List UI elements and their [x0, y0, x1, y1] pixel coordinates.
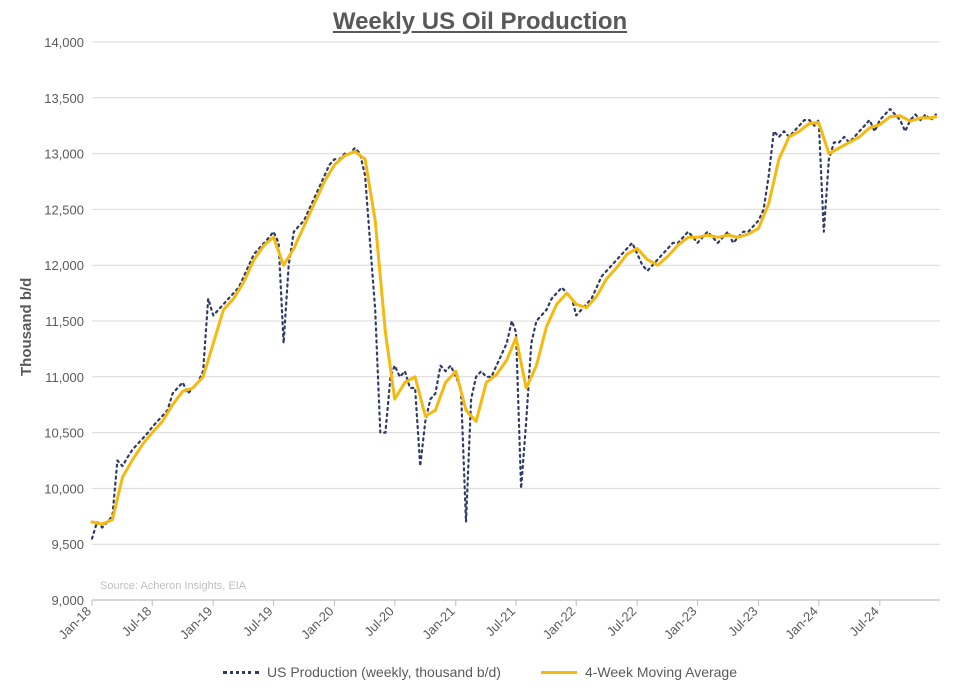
x-tick-label: Jul-19	[240, 604, 276, 640]
y-tick-label: 13,000	[44, 147, 84, 162]
y-tick-label: 11,000	[45, 370, 84, 385]
x-tick-label: Jul-21	[482, 604, 518, 640]
y-tick-label: 11,500	[45, 314, 84, 329]
x-tick-label: Jul-20	[361, 604, 397, 640]
x-tick-label: Jul-18	[119, 604, 155, 640]
legend-swatch	[223, 671, 259, 674]
chart-container: Weekly US Oil Production Thousand b/d 9,…	[0, 0, 960, 700]
legend-swatch	[541, 671, 577, 674]
y-tick-label: 9,500	[51, 537, 84, 552]
legend-item: 4-Week Moving Average	[541, 664, 737, 680]
x-tick-label: Jan-21	[419, 604, 458, 643]
y-tick-label: 14,000	[44, 35, 84, 50]
x-tick-label: Jan-22	[540, 604, 579, 643]
legend: US Production (weekly, thousand b/d) 4-We…	[0, 664, 960, 680]
y-tick-label: 12,500	[44, 202, 84, 217]
y-tick-label: 9,000	[51, 593, 84, 608]
legend-label: US Production (weekly, thousand b/d)	[267, 664, 501, 680]
x-tick-label: Jan-19	[177, 604, 216, 643]
y-tick-label: 13,500	[44, 91, 84, 106]
x-tick-label: Jul-23	[725, 604, 761, 640]
legend-item: US Production (weekly, thousand b/d)	[223, 664, 501, 680]
y-tick-label: 10,000	[44, 481, 84, 496]
x-tick-label: Jul-22	[604, 604, 640, 640]
y-tick-label: 12,000	[44, 258, 84, 273]
source-attribution: Source: Acheron Insights, EIA	[100, 580, 246, 592]
y-tick-label: 10,500	[44, 426, 84, 441]
series-line	[92, 116, 936, 524]
x-tick-label: Jan-20	[298, 604, 337, 643]
chart-svg: 9,000 9,500 10,000 10,500 11,000 11,500 12,000…	[0, 0, 960, 700]
x-tick-label: Jan-24	[782, 604, 821, 643]
legend-label: 4-Week Moving Average	[585, 664, 737, 680]
x-tick-label: Jan-18	[55, 604, 94, 643]
x-tick-label: Jul-24	[846, 604, 882, 640]
x-tick-label: Jan-23	[661, 604, 700, 643]
